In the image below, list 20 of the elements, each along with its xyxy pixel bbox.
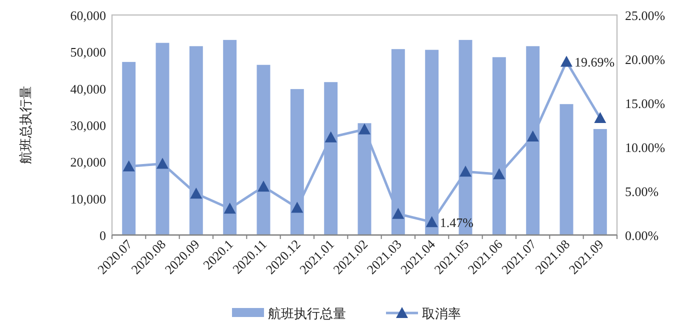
y-tick-label: 0 <box>100 228 106 243</box>
y-tick-label: 20,000 <box>70 154 106 170</box>
data-label: 19.69% <box>574 54 615 70</box>
y2-tick-label: 25.00% <box>625 8 666 23</box>
y-axis-title: 航班总执行量 <box>19 86 34 164</box>
y-tick-label: 30,000 <box>70 118 106 133</box>
y2-tick-label: 10.00% <box>625 140 666 155</box>
y2-tick-label: 5.00% <box>625 184 659 199</box>
data-label: 1.47% <box>440 215 474 230</box>
y2-tick-label: 0.00% <box>625 228 659 243</box>
legend-label: 航班执行总量 <box>268 307 346 322</box>
y-tick-label: 60,000 <box>70 8 106 23</box>
y-tick-label: 50,000 <box>70 44 106 60</box>
bar <box>560 104 574 235</box>
legend-label: 取消率 <box>422 306 461 322</box>
y2-tick-label: 20.00% <box>625 52 666 67</box>
y2-tick-label: 15.00% <box>625 96 666 111</box>
y-tick-label: 10,000 <box>70 191 106 206</box>
y-tick-label: 40,000 <box>70 81 106 96</box>
bar <box>593 129 607 235</box>
